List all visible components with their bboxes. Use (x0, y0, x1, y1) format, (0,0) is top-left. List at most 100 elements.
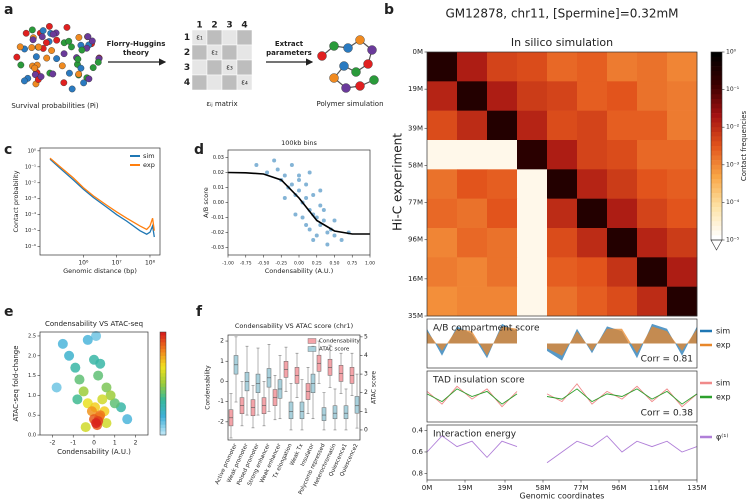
heatmap-cell (637, 81, 668, 111)
colorbar-step (711, 113, 722, 119)
colorbar-step (711, 117, 722, 123)
monomer (355, 35, 365, 45)
colorbar-step (160, 332, 166, 336)
colorbar-step (711, 80, 722, 86)
heatmap-cell (487, 257, 518, 287)
y-tick-label: -1 (218, 398, 224, 405)
colorbar-label: Contact frequencies (740, 110, 748, 181)
matrix-diag: ε₃ (226, 64, 233, 72)
heatmap-cell (637, 169, 668, 199)
x-tick-label: -0.75 (240, 261, 252, 267)
colorbar-step (160, 428, 166, 432)
legend-label: sim (143, 152, 155, 160)
track-line (426, 383, 698, 408)
colorbar-step (160, 373, 166, 377)
matrix-row-label: 2 (184, 48, 190, 58)
heatmap-cell (547, 52, 578, 82)
y-tick-label: 10⁻³ (726, 161, 740, 168)
x-tick-label: 0M (422, 484, 433, 492)
matrix-col-label: 2 (211, 21, 217, 31)
heatmap-cell (667, 198, 698, 229)
scatter-point (321, 208, 326, 212)
scatter-point (304, 182, 309, 187)
matrix-cell (236, 74, 253, 91)
fit-line (227, 171, 370, 235)
scatter-point (265, 170, 270, 175)
legend-label: exp (143, 161, 155, 169)
density-point (78, 386, 89, 397)
colorbar-step (160, 407, 166, 412)
legend-label: sim (716, 379, 730, 388)
matrix-cell (221, 29, 238, 46)
heatmap-cell (607, 257, 638, 287)
y-tick-label: 2.0 (28, 353, 36, 359)
box (299, 401, 305, 420)
heatmap-cell (547, 110, 578, 141)
scatter-point (293, 212, 298, 217)
heatmap-cell (487, 169, 518, 199)
y-tick-label: 10⁻⁵ (25, 228, 36, 234)
particle (43, 39, 50, 47)
colorbar-step (711, 225, 722, 231)
particle (74, 55, 82, 63)
chart-title: GM12878, chr11, [Spermine]=0.32mM (445, 7, 678, 21)
y-tick-label: -0.02 (211, 230, 224, 236)
y-axis-label: ATAC-seq fold-change (12, 345, 20, 421)
colorbar-step (160, 397, 166, 401)
colorbar-step (160, 352, 166, 357)
colorbar-step (711, 131, 722, 137)
y2-axis-label: ATAC score (371, 371, 378, 404)
density-point (57, 338, 68, 349)
heatmap-cell (427, 140, 458, 170)
heatmap-cell (637, 198, 668, 229)
scatter-point (325, 242, 330, 247)
colorbar-step (160, 410, 166, 415)
particle (37, 73, 45, 81)
particle (43, 54, 51, 62)
density-point (101, 418, 112, 429)
particle (68, 85, 76, 93)
density-point (97, 394, 108, 405)
arrow-label: Extract (275, 40, 304, 48)
heatmap-cell (637, 286, 668, 317)
legend-label: sim (716, 327, 730, 336)
heatmap-cell (637, 110, 668, 141)
heatmap-cell (427, 110, 458, 141)
y-tick-label: 2.5 (28, 333, 36, 339)
monomer (363, 59, 373, 69)
x-tick-label: 10⁸ (145, 260, 156, 267)
colorbar-step (160, 356, 166, 360)
matrix-diag: ε₁ (196, 34, 203, 42)
monomer (343, 43, 353, 53)
panel-label: f (196, 304, 203, 320)
panel-label: c (4, 142, 12, 158)
panel-label: a (4, 2, 13, 18)
track-title: TAD insulation score (432, 376, 525, 386)
matrix-col-label: 4 (241, 21, 247, 31)
matrix-cell (221, 44, 238, 61)
particle (84, 33, 92, 41)
x-tick-label: 39M (498, 484, 513, 492)
monomer (329, 41, 339, 51)
legend-label: ATAC score (319, 347, 350, 353)
heatmap-cell (427, 52, 458, 82)
y-axis-label: Contact probability (12, 170, 20, 232)
matrix-diag: ε₄ (241, 79, 248, 87)
particle (75, 34, 83, 41)
heatmap-cell (487, 110, 518, 141)
x-tick-label: 0 (92, 440, 96, 447)
heatmap-cell (517, 198, 548, 229)
arrow-label: parameters (266, 49, 312, 57)
y-tick-label: 16M (408, 275, 423, 283)
y-tick-label: 0.5 (28, 413, 36, 419)
heatmap-cell (607, 110, 638, 141)
particle (16, 43, 24, 51)
y-tick-label: 0 (220, 378, 224, 385)
heatmap-cell (577, 110, 608, 141)
track-line (426, 388, 698, 405)
legend-label: exp (716, 341, 731, 350)
legend-swatch (307, 346, 317, 352)
heatmap-cell (547, 81, 578, 111)
heatmap-cell (427, 286, 458, 317)
